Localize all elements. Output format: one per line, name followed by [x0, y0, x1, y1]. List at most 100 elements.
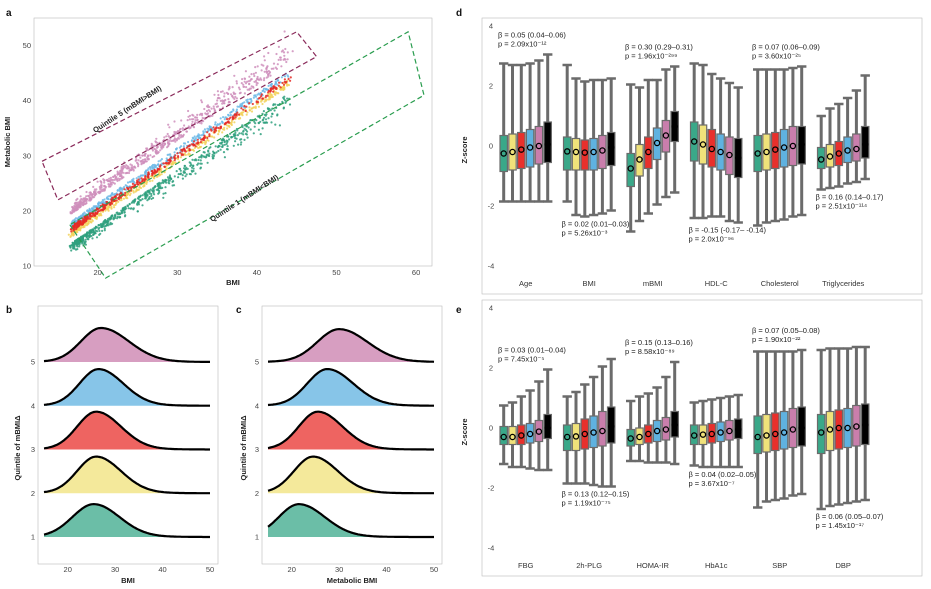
scatter-point-q5: [206, 113, 209, 116]
box-q2: [571, 422, 581, 452]
scatter-point-q5: [284, 47, 287, 51]
scatter-point-q5: [254, 66, 257, 69]
scatter-point-q5: [91, 193, 94, 196]
scatter-point-q3: [123, 188, 126, 191]
scatter-point-q2: [110, 206, 113, 210]
scatter-point-q5: [82, 203, 85, 206]
scatter-point-q3: [192, 140, 196, 143]
scatter-point-q5: [162, 146, 165, 149]
scatter-point-q3: [251, 102, 254, 106]
scatter-point-q5: [187, 125, 190, 128]
scatter-point-q5: [168, 126, 171, 129]
scatter-point-q1: [153, 186, 156, 189]
quintile-1-annotation: Quintile 1 (mBMI<BMI): [208, 172, 280, 223]
ridge-outline-q2: [267, 455, 434, 495]
scatter-point-q3: [131, 182, 134, 185]
scatter-point-q5: [221, 102, 224, 105]
scatter-point-q1: [152, 196, 155, 200]
panel-d-frame: [481, 17, 923, 295]
scatter-point-q3: [140, 177, 143, 180]
scatter-point-q5: [272, 67, 275, 70]
scatter-point-q4: [190, 139, 193, 142]
box-q6: [797, 125, 807, 165]
scatter-point-q3: [244, 109, 247, 113]
scatter-point-q2: [242, 111, 245, 114]
scatter-point-q2: [250, 110, 254, 113]
y-ticks: 10 20 30 40 50: [23, 41, 31, 270]
scatter-point-q2: [179, 156, 182, 159]
scatter-point-q5: [222, 102, 226, 105]
x-axis-label: BMI: [121, 576, 135, 585]
scatter-point-q5: [200, 99, 203, 102]
scatter-point-q4: [287, 75, 290, 78]
scatter-point-q1: [141, 194, 144, 197]
scatter-point-q2: [155, 175, 158, 178]
scatter-point-q2: [265, 98, 268, 101]
category-label: SBP: [772, 561, 787, 570]
scatter-point-q5: [132, 169, 135, 172]
ridge-area-q3: [44, 411, 210, 450]
scatter-point-q3: [243, 104, 246, 108]
box-q1: [562, 424, 572, 452]
box-q6: [606, 406, 616, 444]
scatter-point-q4: [123, 186, 126, 189]
scatter-point-q1: [93, 227, 96, 230]
scatter-point-q1: [157, 183, 160, 186]
scatter-point-q5: [286, 58, 289, 61]
scatter-point-q5: [253, 80, 256, 83]
box-q6: [543, 413, 553, 440]
scatter-point-q5: [216, 99, 219, 102]
scatter-point-q1: [199, 159, 202, 162]
scatter-point-q1: [247, 126, 250, 129]
ridge-outline-q5: [43, 326, 210, 363]
scatter-point-q2: [122, 197, 125, 200]
scatter-point-q2: [138, 185, 141, 188]
scatter-point-q5: [217, 93, 220, 97]
scatter-point-q2: [204, 141, 208, 144]
scatter-point-q2: [230, 121, 233, 124]
scatter-point-q4: [182, 145, 185, 148]
scatter-point-q1: [98, 226, 101, 229]
scatter-point-q5: [113, 178, 116, 181]
scatter-point-q5: [126, 167, 129, 170]
scatter-point-q2: [117, 200, 120, 203]
x-tick-label: 20: [64, 565, 72, 574]
scatter-point-q3: [258, 96, 261, 99]
scatter-point-q5: [227, 92, 230, 95]
beta-annotation: β = 0.07 (0.05–0.08): [752, 326, 820, 335]
scatter-point-q2: [221, 131, 224, 134]
scatter-point-q3: [82, 221, 86, 224]
scatter-point-q3: [224, 122, 227, 125]
y-tick-label: -2: [488, 484, 495, 493]
scatter-point-q1: [226, 148, 229, 151]
scatter-point-q5: [248, 75, 251, 78]
scatter-point-q3: [148, 173, 151, 176]
box-q5: [661, 119, 671, 153]
median-marker: [581, 149, 589, 156]
box-q5: [852, 133, 861, 162]
scatter-point-q5: [168, 136, 171, 139]
scatter-point-q1: [212, 154, 216, 157]
scatter-point-q5: [166, 132, 169, 136]
scatter-point-q1: [137, 203, 140, 206]
scatter-point-q5: [146, 147, 149, 150]
x-tick-label: 20: [288, 565, 296, 574]
scatter-point-q5: [146, 156, 149, 159]
box-q5: [725, 136, 734, 176]
scatter-point-q1: [164, 178, 167, 181]
scatter-point-q2: [160, 173, 163, 176]
scatter-point-q3: [152, 172, 155, 175]
scatter-point-q3: [124, 191, 127, 195]
median-marker: [671, 421, 678, 429]
scatter-point-q1: [161, 186, 164, 189]
scatter-point-q3: [261, 97, 264, 100]
scatter-point-q5: [168, 139, 171, 142]
scatter-point-q4: [149, 168, 152, 171]
scatter-point-q5: [69, 212, 72, 215]
scatter-point-q4: [250, 98, 253, 101]
scatter-point-q3: [94, 211, 97, 215]
scatter-point-q2: [112, 204, 116, 207]
median-marker: [826, 153, 834, 160]
scatter-point-q5: [168, 142, 171, 145]
scatter-point-q2: [143, 184, 146, 187]
